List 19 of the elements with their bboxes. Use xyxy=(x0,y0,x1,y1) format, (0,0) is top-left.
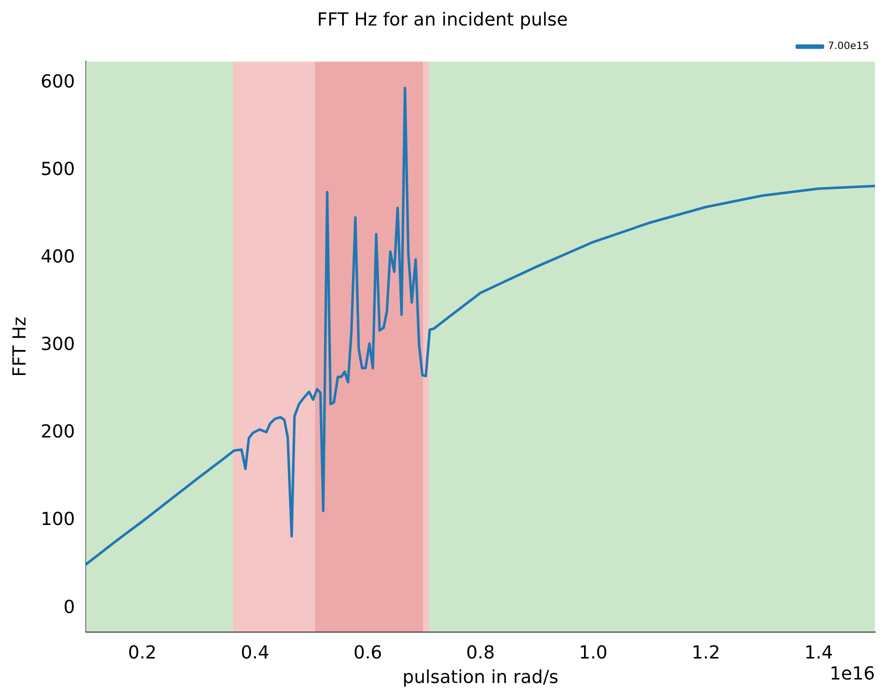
x-tick-label: 1.2 xyxy=(692,642,720,664)
y-tick-label: 500 xyxy=(40,158,75,180)
y-tick-label: 600 xyxy=(40,71,75,92)
y-tick-label: 200 xyxy=(40,422,75,443)
x-axis-title: pulsation in rad/s xyxy=(402,666,558,688)
x-tick-label: 0.4 xyxy=(240,642,270,664)
y-tick-label: 0 xyxy=(64,596,75,618)
legend-label: 7.00e15 xyxy=(828,41,870,52)
x-tick-label: 0.2 xyxy=(128,642,157,664)
x-tick-label: 0.8 xyxy=(466,642,495,664)
x-tick-label: 1.4 xyxy=(804,642,833,664)
y-axis-title: FFT Hz xyxy=(9,316,30,377)
x-tick-label: 0.6 xyxy=(353,642,382,664)
x-tick-label: 1.0 xyxy=(578,642,608,664)
chart-title: FFT Hz for an incident pulse xyxy=(317,9,568,30)
y-tick-label: 400 xyxy=(40,246,75,268)
y-tick-label: 100 xyxy=(40,509,75,530)
y-tick-label: 300 xyxy=(40,334,75,356)
text: 1e16 xyxy=(830,663,875,684)
